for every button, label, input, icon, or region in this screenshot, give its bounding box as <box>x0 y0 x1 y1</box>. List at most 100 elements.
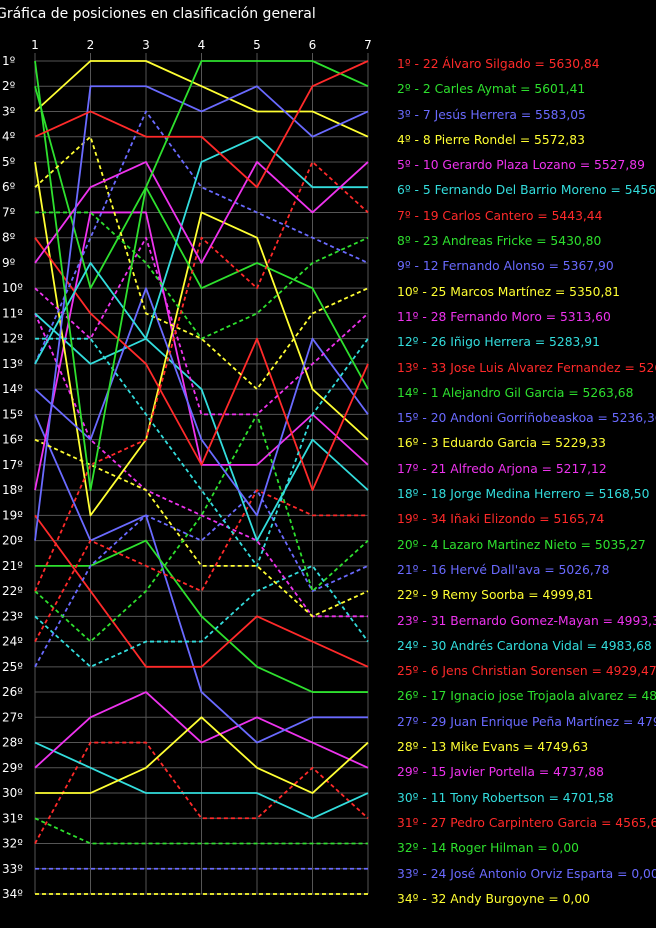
series-line <box>34 564 369 668</box>
y-tick-label: 24º <box>2 635 23 649</box>
y-tick-label: 28º <box>2 736 23 750</box>
series-line <box>34 110 369 365</box>
series-line <box>34 817 368 845</box>
series-line <box>34 135 368 365</box>
series-line <box>35 337 369 567</box>
legend-item: 13º - 33 Jose Luis Alvarez Fernandez = 5… <box>397 360 656 375</box>
grid <box>34 53 369 895</box>
legend-item: 20º - 4 Lazaro Martinez Nieto = 5035,27 <box>397 537 646 552</box>
series-line <box>34 161 369 264</box>
x-tick-labels: 1 2 3 4 5 6 7 <box>31 38 372 52</box>
y-tick-labels: 1º 2º 3º 4º 5º 6º 7º 8º 9º 10º 11º 12º 13º 14º 15º 16º 1… <box>2 54 23 901</box>
y-tick-label: 6º <box>2 180 16 194</box>
series-line <box>34 161 369 517</box>
series-lines <box>34 60 369 895</box>
legend: 1º - 22 Álvaro Silgado = 5630,84 2º - 2 C… <box>397 52 656 912</box>
legend-item: 5º - 10 Gerardo Plaza Lozano = 5527,89 <box>397 158 645 173</box>
y-tick-label: 29º <box>2 761 23 775</box>
legend-item: 18º - 18 Jorge Medina Herrero = 5168,50 <box>397 487 650 502</box>
legend-item: 4º - 8 Pierre Rondel = 5572,83 <box>397 132 585 147</box>
series-line <box>34 86 369 390</box>
legend-item: 33º - 24 José Antonio Orviz Esparta = 0,… <box>397 866 656 881</box>
series-line <box>34 741 369 844</box>
series-line <box>34 60 369 189</box>
x-tick-label: 5 <box>253 38 261 52</box>
x-tick-label: 2 <box>87 38 95 52</box>
y-tick-label: 5º <box>2 155 16 169</box>
series-line <box>34 236 369 416</box>
legend-item: 7º - 19 Carlos Cantero = 5443,44 <box>397 208 603 223</box>
y-tick-label: 27º <box>2 710 23 724</box>
legend-item: 23º - 31 Bernardo Gomez-Mayan = 4993,35 <box>397 613 656 628</box>
series-line <box>34 287 369 517</box>
legend-item: 10º - 25 Marcos Martínez = 5350,81 <box>397 284 621 299</box>
y-tick-label: 31º <box>2 811 23 825</box>
y-tick-label: 13º <box>2 357 23 371</box>
series-line <box>34 691 369 769</box>
y-tick-label: 19º <box>2 508 23 522</box>
legend-item: 25º - 6 Jens Christian Sorensen = 4929,4… <box>397 664 656 679</box>
chart-title: Gráfica de posiciones en clasificación g… <box>0 6 316 22</box>
y-tick-label: 21º <box>2 559 23 573</box>
y-tick-label: 1º <box>2 54 16 68</box>
legend-item: 1º - 22 Álvaro Silgado = 5630,84 <box>397 57 600 71</box>
series-line <box>35 211 369 340</box>
legend-item: 31º - 27 Pedro Carpintero Garcia = 4565,… <box>397 815 656 830</box>
series-line <box>34 489 368 643</box>
y-tick-label: 11º <box>2 306 23 320</box>
legend-item: 3º - 7 Jesús Herrera = 5583,05 <box>397 107 586 122</box>
legend-item: 34º - 32 Andy Burgoyne = 0,00 <box>397 891 590 906</box>
legend-item: 6º - 5 Fernando Del Barrio Moreno = 5456… <box>397 183 656 198</box>
x-tick-label: 3 <box>142 38 150 52</box>
y-tick-label: 2º <box>2 79 16 93</box>
y-tick-label: 32º <box>2 837 23 851</box>
y-tick-label: 15º <box>2 407 23 421</box>
legend-item: 28º - 13 Mike Evans = 4749,63 <box>397 740 589 755</box>
legend-item: 22º - 9 Remy Soorba = 4999,81 <box>397 588 594 603</box>
y-tick-label: 16º <box>2 433 23 447</box>
y-tick-label: 8º <box>2 231 16 245</box>
series-line <box>34 514 369 668</box>
y-tick-label: 12º <box>2 332 23 346</box>
y-tick-label: 33º <box>2 862 23 876</box>
series-line <box>34 60 369 492</box>
y-tick-label: 17º <box>2 458 23 472</box>
y-tick-label: 34º <box>2 887 23 901</box>
legend-item: 27º - 29 Juan Enrique Peña Martínez = 47… <box>397 714 656 729</box>
y-tick-label: 3º <box>2 104 16 118</box>
series-line <box>34 161 369 592</box>
legend-item: 14º - 1 Alejandro Gil Garcia = 5263,68 <box>397 385 634 400</box>
x-tick-label: 7 <box>364 38 372 52</box>
y-tick-label: 7º <box>2 205 16 219</box>
y-tick-label: 10º <box>2 281 23 295</box>
y-tick-label: 14º <box>2 382 23 396</box>
y-tick-label: 22º <box>2 584 23 598</box>
legend-item: 29º - 15 Javier Portella = 4737,88 <box>397 765 604 780</box>
x-tick-label: 6 <box>309 38 317 52</box>
y-tick-label: 4º <box>2 130 16 144</box>
legend-item: 9º - 12 Fernando Alonso = 5367,90 <box>397 259 614 274</box>
x-tick-label: 1 <box>31 38 39 52</box>
legend-item: 21º - 16 Hervé Dall'ava = 5026,78 <box>397 562 610 577</box>
legend-item: 2º - 2 Carles Aymat = 5601,41 <box>397 82 586 97</box>
series-line <box>34 438 369 618</box>
legend-item: 26º - 17 Ignacio jose Trojaola alvarez =… <box>397 689 656 704</box>
legend-item: 19º - 34 Iñaki Elizondo = 5165,74 <box>397 512 605 527</box>
y-tick-label: 30º <box>2 786 23 800</box>
series-line <box>34 237 369 492</box>
legend-item: 16º - 3 Eduardo Garcia = 5229,33 <box>397 436 606 451</box>
legend-item: 8º - 23 Andreas Fricke = 5430,80 <box>397 234 602 249</box>
series-line <box>34 489 369 668</box>
series-line <box>34 312 369 542</box>
legend-item: 24º - 30 Andrés Cardona Vidal = 4983,68 <box>397 638 652 653</box>
series-line <box>34 135 369 391</box>
legend-item: 32º - 14 Roger Hilman = 0,00 <box>397 841 579 856</box>
y-tick-label: 26º <box>2 685 23 699</box>
legend-item: 17º - 21 Alfredo Arjona = 5217,12 <box>397 461 607 476</box>
legend-item: 11º - 28 Fernando Moro = 5313,60 <box>397 309 611 324</box>
x-tick-label: 4 <box>198 38 206 52</box>
legend-item: 15º - 20 Andoni Gorriñobeaskoa = 5236,36 <box>397 411 656 426</box>
legend-item: 30º - 11 Tony Robertson = 4701,58 <box>397 790 614 805</box>
series-line <box>35 716 369 794</box>
